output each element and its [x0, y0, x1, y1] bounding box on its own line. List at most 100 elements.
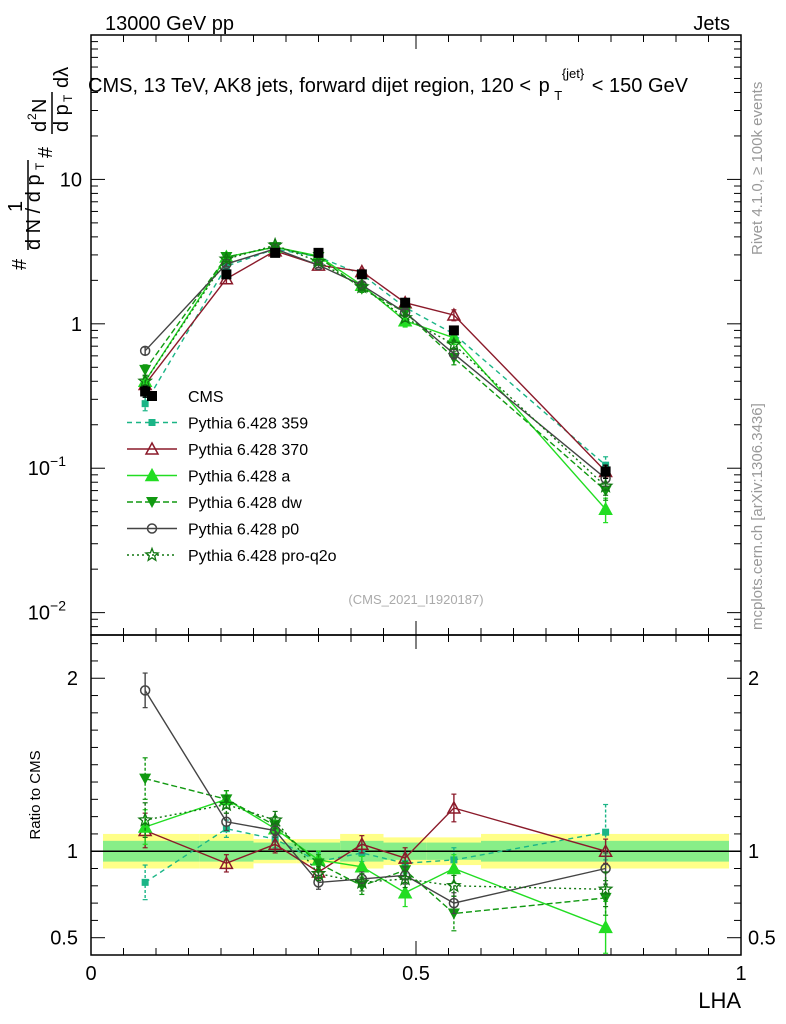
ratio-line-pp0 [144, 690, 606, 904]
legend: CMS Pythia 6.428 359 Pythia 6.428 370 Pythi… [127, 389, 337, 565]
main-y-tick-label: 10 [60, 169, 82, 191]
ratio-point-pa [397, 885, 413, 899]
ylabel-one: 1 [5, 201, 27, 212]
title-p: p [539, 75, 550, 97]
main-line-pdw [144, 246, 607, 492]
ratio-point-pq2o [446, 877, 462, 893]
main-point-pa [598, 501, 613, 515]
ratio-point-p370 [219, 855, 234, 870]
main-frame [90, 34, 742, 636]
ratio-line-p359 [144, 827, 606, 883]
main-point-CMS [313, 247, 324, 258]
jets-label: Jets [693, 13, 730, 35]
main-point-pq2o [397, 309, 414, 325]
title-text: CMS, 13 TeV, AK8 jets, forward dijet reg… [88, 75, 531, 97]
ratio-series-pa [137, 790, 613, 954]
ratio-point-p359 [141, 878, 149, 886]
main-line-pq2o [144, 244, 607, 487]
main-panel: 10−2 10−1 1 10 (CMS_2021_I1920187) CMS Pythi… [28, 34, 742, 636]
legend-item-p370: Pythia 6.428 370 [127, 441, 308, 459]
main-point-pq2o [137, 373, 154, 388]
legend-label: Pythia 6.428 370 [188, 442, 308, 459]
ratio-point-pq2o [218, 796, 235, 812]
main-point-pq2o [445, 336, 462, 352]
x-tick-label: 0.5 [402, 963, 430, 985]
legend-item-pp0: Pythia 6.428 p0 [127, 522, 299, 539]
ylabel-hash2: # [35, 146, 57, 158]
main-point-CMS [400, 297, 411, 308]
ratio-y-tick-label-right: 0.5 [748, 928, 776, 950]
ratio-line-pq2o [144, 803, 606, 890]
ratio-point-p370 [446, 800, 462, 814]
legend-label: Pythia 6.428 a [188, 469, 290, 486]
main-series-CMS [140, 247, 611, 480]
ratio-line-p370 [144, 807, 606, 873]
main-point-CMS [140, 386, 151, 397]
ratio-point-pp0 [448, 897, 460, 909]
ratio-y-tick-label-right: 2 [748, 668, 759, 690]
legend-item-p359: Pythia 6.428 359 [127, 416, 308, 433]
plot-title: CMS, 13 TeV, AK8 jets, forward dijet reg… [88, 61, 689, 105]
ratio-point-pa [137, 819, 153, 833]
ratio-point-pp0 [221, 816, 232, 828]
legend-label: CMS [188, 389, 224, 406]
ratio-line-pdw [144, 777, 606, 915]
title-p-sup: {jet} [562, 66, 585, 81]
main-point-CMS [448, 325, 459, 336]
x-tick-label: 0 [85, 963, 96, 985]
ylabel-den: d p [51, 104, 73, 132]
legend-item-pa: Pythia 6.428 a [127, 467, 290, 486]
ratio-y-tick-label-right: 1 [748, 841, 759, 863]
energy-label: 13000 GeV pp [105, 13, 234, 35]
main-point-pq2o [597, 478, 614, 493]
ratio-point-pdw [139, 773, 152, 785]
ratio-panel: 0.5 0.51 12 20 0.5 1 Ratio to CMS LHA [27, 634, 776, 1013]
main-point-CMS [270, 247, 281, 258]
ratio-frame [90, 634, 742, 956]
rivet-version: Rivet 4.1.0, ≥ 100k events [749, 82, 766, 255]
ylabel-N: N [29, 99, 51, 113]
legend-marker-pq2o [144, 546, 160, 562]
main-point-pdw [139, 364, 152, 376]
ylabel-T: T [33, 162, 47, 170]
main-line-p370 [144, 250, 607, 472]
ratio-point-pq2o [397, 870, 413, 886]
main-point-pq2o [310, 253, 327, 269]
ratio-point-pq2o [137, 811, 154, 827]
ratio-series-pq2o [137, 795, 614, 908]
x-axis-label: LHA [698, 988, 741, 1013]
ylabel-num: d [29, 121, 51, 132]
ratio-point-pq2o [597, 881, 614, 896]
title-tail: < 150 GeV [592, 75, 689, 97]
title-p-sub: T [554, 88, 562, 103]
main-point-CMS [221, 269, 232, 280]
main-y-tick-label: 1 [71, 314, 82, 336]
ylabel-two: 2 [25, 113, 39, 120]
ratio-point-pdw [220, 794, 233, 806]
legend-label: Pythia 6.428 dw [188, 495, 302, 512]
legend-marker-pp0 [146, 523, 158, 534]
legend-marker-p359 [148, 419, 156, 426]
ratio-series-pp0 [139, 672, 611, 915]
legend-marker-pa [144, 467, 160, 482]
main-point-p370 [446, 307, 462, 321]
main-point-pq2o [218, 250, 235, 266]
y-axis-label: # d N / d p T 1 # d p T d 2 N dλ [5, 67, 75, 270]
analysis-id: (CMS_2021_I1920187) [348, 592, 483, 607]
ratio-point-pp0 [269, 825, 281, 836]
main-y-tick-label: 10−1 [28, 453, 66, 480]
ratio-point-pa [598, 919, 613, 934]
ratio-y-tick-label: 1 [67, 841, 78, 863]
ratio-y-label: Ratio to CMS [27, 750, 44, 839]
legend-marker-p370 [144, 441, 160, 455]
main-y-tick-label: 10−2 [28, 598, 66, 625]
main-point-CMS [356, 269, 367, 280]
x-tick-label: 1 [735, 963, 746, 985]
legend-marker-pdw [146, 497, 158, 508]
ylabel-frac-T: T [61, 94, 75, 102]
ratio-point-p359 [602, 828, 610, 836]
main-point-p359 [141, 400, 149, 408]
ratio-point-p370 [354, 836, 370, 851]
main-point-pq2o [353, 278, 370, 294]
